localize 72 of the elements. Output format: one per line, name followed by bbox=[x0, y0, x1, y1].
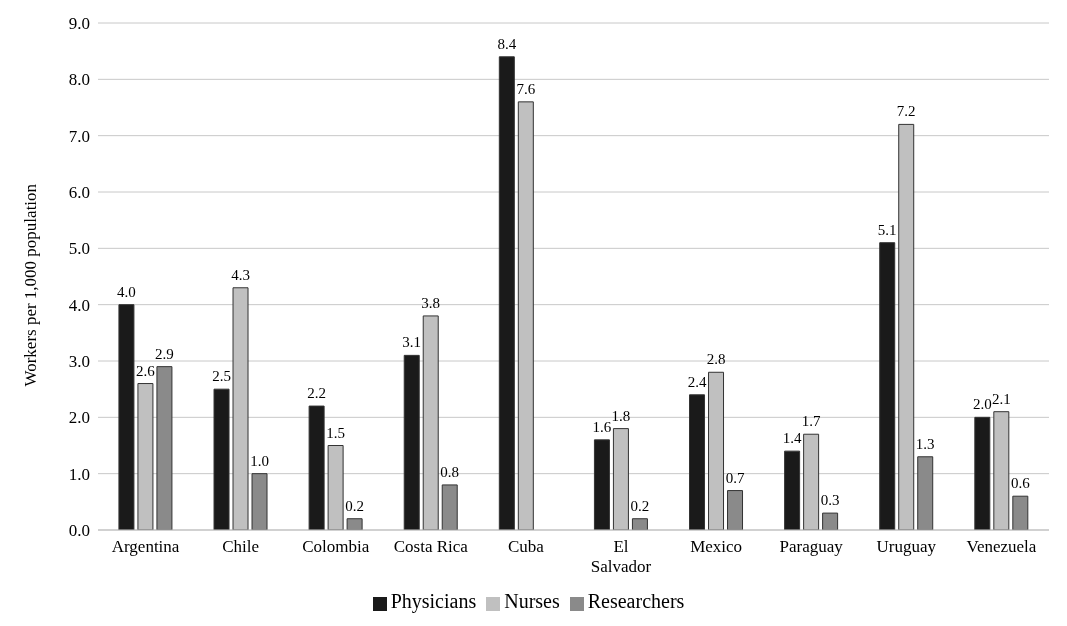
data-label: 7.2 bbox=[896, 103, 916, 120]
y-axis-title: Workers per 1,000 population bbox=[21, 183, 41, 387]
bar bbox=[631, 518, 648, 530]
x-tick-label: Venezuela bbox=[966, 537, 1037, 556]
bar bbox=[689, 394, 706, 530]
data-label: 4.3 bbox=[231, 266, 250, 283]
x-tick-label: Paraguay bbox=[779, 537, 844, 556]
bar bbox=[118, 304, 135, 530]
data-label: 0.7 bbox=[725, 469, 745, 486]
bar bbox=[879, 242, 896, 530]
bar bbox=[251, 473, 268, 530]
bar bbox=[346, 518, 363, 530]
bar bbox=[441, 484, 458, 530]
bar bbox=[498, 56, 515, 530]
data-label: 7.6 bbox=[516, 80, 536, 97]
y-tick-label: 8.0 bbox=[68, 70, 90, 90]
data-label: 1.7 bbox=[801, 413, 821, 430]
data-label: 1.8 bbox=[611, 407, 631, 424]
y-tick-label: 3.0 bbox=[68, 352, 90, 372]
legend-label: Nurses bbox=[504, 590, 560, 612]
data-label: 2.2 bbox=[307, 385, 326, 402]
data-label: 1.6 bbox=[592, 418, 612, 435]
data-label: 0.2 bbox=[345, 497, 364, 514]
data-label: 2.0 bbox=[972, 396, 992, 413]
y-tick-label: 9.0 bbox=[68, 14, 90, 34]
data-label: 2.8 bbox=[706, 351, 726, 368]
bar bbox=[308, 405, 325, 530]
data-label: 1.0 bbox=[250, 452, 269, 469]
bar bbox=[727, 490, 744, 530]
data-label: 1.3 bbox=[915, 435, 935, 452]
data-label: 3.8 bbox=[421, 294, 441, 311]
y-tick-label: 7.0 bbox=[68, 126, 90, 146]
data-label: 4.0 bbox=[117, 283, 136, 300]
data-label: 0.6 bbox=[1010, 475, 1031, 492]
bar bbox=[593, 439, 610, 530]
bar bbox=[403, 354, 420, 530]
data-label: 2.1 bbox=[991, 390, 1011, 407]
data-label: 2.6 bbox=[136, 362, 156, 379]
x-tick-label: Colombia bbox=[302, 537, 370, 556]
bar bbox=[917, 456, 934, 530]
y-tick-label: 0.0 bbox=[68, 521, 90, 541]
data-label: 0.3 bbox=[820, 492, 840, 509]
bar bbox=[822, 512, 839, 530]
legend-label: Physicians bbox=[390, 590, 477, 612]
data-label: 2.9 bbox=[155, 345, 174, 362]
bar bbox=[156, 366, 173, 530]
bar bbox=[974, 416, 991, 530]
y-tick-label: 5.0 bbox=[68, 239, 90, 259]
x-tick-label: Cuba bbox=[508, 537, 545, 556]
data-label: 1.4 bbox=[782, 430, 802, 447]
x-tick-label: Costa Rica bbox=[393, 537, 469, 556]
x-tick-label: Mexico bbox=[690, 537, 743, 556]
data-label: 1.5 bbox=[326, 424, 345, 441]
legend-label: Researchers bbox=[587, 590, 685, 612]
bar bbox=[213, 388, 230, 530]
x-tick-label: Argentina bbox=[111, 537, 180, 556]
y-tick-label: 2.0 bbox=[68, 408, 90, 428]
y-tick-label: 6.0 bbox=[68, 183, 90, 203]
data-label: 2.4 bbox=[687, 373, 707, 390]
x-tick-label: Chile bbox=[222, 537, 260, 556]
data-label: 3.1 bbox=[402, 334, 422, 351]
bar bbox=[784, 450, 801, 530]
y-tick-label: 1.0 bbox=[68, 464, 90, 484]
data-label: 0.8 bbox=[440, 463, 460, 480]
data-label: 2.5 bbox=[212, 368, 231, 385]
data-label: 5.1 bbox=[877, 221, 897, 238]
data-label: 0.2 bbox=[630, 497, 650, 514]
x-tick-label: Uruguay bbox=[876, 537, 937, 556]
data-label: 8.4 bbox=[497, 35, 517, 52]
x-tick-label: El Salvador bbox=[590, 537, 652, 576]
y-tick-label: 4.0 bbox=[68, 295, 90, 315]
bar bbox=[1012, 495, 1029, 530]
